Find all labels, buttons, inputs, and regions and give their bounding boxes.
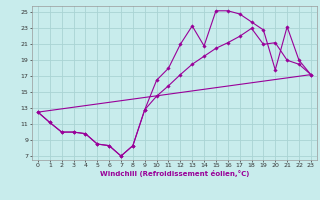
- X-axis label: Windchill (Refroidissement éolien,°C): Windchill (Refroidissement éolien,°C): [100, 170, 249, 177]
